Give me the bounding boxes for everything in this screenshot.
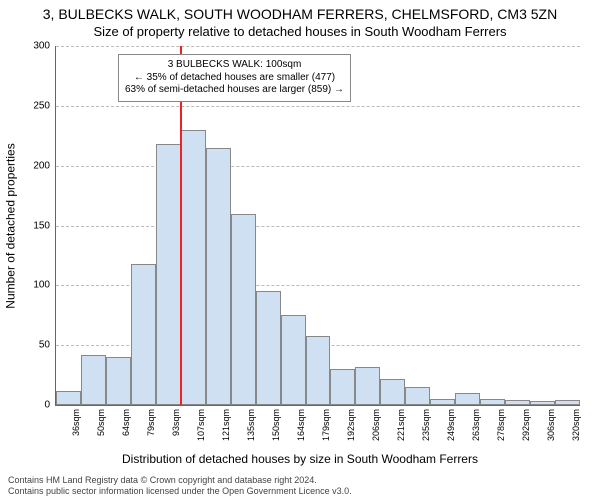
annotation-line: 3 BULBECKS WALK: 100sqm [125,59,344,72]
histogram-bar [306,336,331,405]
histogram-bar [231,214,256,405]
histogram-bar [480,399,505,405]
x-tick-label: 206sqm [371,409,381,449]
footer-line-2: Contains public sector information licen… [8,486,592,496]
y-axis-label-text: Number of detached properties [4,143,18,308]
histogram-bar [181,130,206,405]
histogram-bar [56,391,81,405]
histogram-bar [106,357,131,405]
gridline [56,106,580,107]
annotation-line: 63% of semi-detached houses are larger (… [125,84,344,97]
histogram-bar [530,401,555,405]
x-tick-label: 121sqm [221,409,231,449]
annotation-line: ← 35% of detached houses are smaller (47… [125,72,344,85]
page-title: 3, BULBECKS WALK, SOUTH WOODHAM FERRERS,… [0,6,600,22]
histogram-bar [430,399,455,405]
x-tick-label: 150sqm [271,409,281,449]
x-tick-label: 320sqm [571,409,581,449]
gridline [56,226,580,227]
footer-line-1: Contains HM Land Registry data © Crown c… [8,475,592,485]
y-tick-label: 300 [18,41,50,52]
gridline [56,166,580,167]
y-tick-label: 100 [18,280,50,291]
histogram-bar [355,367,380,405]
x-tick-label: 50sqm [96,409,106,449]
x-tick-label: 249sqm [446,409,456,449]
x-axis-label: Distribution of detached houses by size … [0,452,600,466]
x-tick-label: 79sqm [146,409,156,449]
histogram-bar [380,379,405,405]
x-tick-label: 235sqm [421,409,431,449]
x-tick-label: 192sqm [346,409,356,449]
x-tick-label: 221sqm [396,409,406,449]
x-tick-label: 263sqm [471,409,481,449]
histogram-bar [330,369,355,405]
histogram-bar [131,264,156,405]
y-tick-label: 0 [18,400,50,411]
histogram-bar [505,400,530,405]
y-tick-label: 250 [18,100,50,111]
chart-plot-area: 05010015020025030036sqm50sqm64sqm79sqm93… [55,46,580,406]
x-tick-label: 278sqm [496,409,506,449]
x-tick-label: 93sqm [171,409,181,449]
gridline [56,46,580,47]
x-tick-label: 179sqm [321,409,331,449]
footer: Contains HM Land Registry data © Crown c… [8,475,592,496]
histogram-bar [455,393,480,405]
histogram-bar [81,355,106,405]
histogram-bar [405,387,430,405]
histogram-bar [555,400,580,405]
y-tick-label: 150 [18,220,50,231]
x-tick-label: 306sqm [546,409,556,449]
y-tick-label: 50 [18,340,50,351]
histogram-bar [256,291,281,405]
annotation-box: 3 BULBECKS WALK: 100sqm← 35% of detached… [118,54,351,102]
histogram-bar [281,315,306,405]
page-subtitle: Size of property relative to detached ho… [0,24,600,39]
x-tick-label: 164sqm [296,409,306,449]
x-tick-label: 64sqm [121,409,131,449]
x-tick-label: 292sqm [521,409,531,449]
x-tick-label: 135sqm [246,409,256,449]
histogram-bar [206,148,231,405]
y-axis-label: Number of detached properties [4,46,18,406]
x-tick-label: 107sqm [196,409,206,449]
x-tick-label: 36sqm [71,409,81,449]
y-tick-label: 200 [18,160,50,171]
histogram-bar [156,144,181,405]
page-root: 3, BULBECKS WALK, SOUTH WOODHAM FERRERS,… [0,0,600,500]
